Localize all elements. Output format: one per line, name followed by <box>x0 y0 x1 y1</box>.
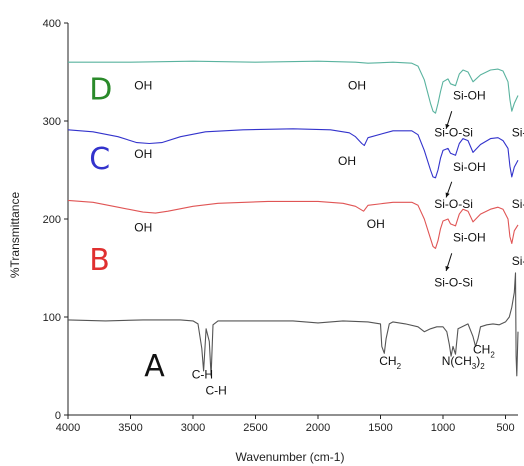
peak-annotation: Si-OH <box>453 88 486 102</box>
x-axis-title: Wavenumber (cm-1) <box>236 450 345 464</box>
series-line-a <box>67 272 519 377</box>
peak-annotation: OH <box>367 217 385 231</box>
x-tick-label: 2000 <box>306 422 330 434</box>
series-label-a: A <box>144 349 165 384</box>
x-tick-label: 2500 <box>243 422 267 434</box>
peak-annotation: Si-OH <box>453 160 486 174</box>
peak-annotation: CH2 <box>379 354 401 371</box>
peak-annotation: Si-O <box>512 254 524 268</box>
x-tick-label: 4000 <box>56 422 80 434</box>
peak-annotation: OH <box>134 147 152 161</box>
y-tick-label: 400 <box>43 18 61 30</box>
y-tick-label: 100 <box>43 312 61 324</box>
x-tick-label: 3000 <box>181 422 205 434</box>
series-line-b <box>67 199 519 249</box>
series-layer <box>67 60 519 377</box>
series-label-d: D <box>89 72 112 107</box>
x-tick-label: 500 <box>496 422 514 434</box>
annotations-layer: DC B A OH OH Si-OH Si-O-Si Si-O OH OH Si-OH Si-O-Si… <box>89 72 524 397</box>
annotation-arrowhead <box>445 123 450 129</box>
peak-annotation: OH <box>134 221 152 235</box>
annotation-arrowhead <box>445 265 450 271</box>
peak-annotation: C-H <box>206 383 227 397</box>
peak-annotation: Si-O-Si <box>434 197 473 211</box>
peak-annotation: Si-O-Si <box>434 276 473 290</box>
peak-annotation: Si-O-Si <box>434 126 473 140</box>
y-tick-label: 200 <box>43 214 61 226</box>
peak-annotation: C-H <box>192 368 213 382</box>
y-axis-title: %Transmittance <box>8 192 22 279</box>
peak-annotation: Si-OH <box>453 231 486 245</box>
y-tick-label: 0 <box>55 410 61 422</box>
axes: 4000 3500 3000 2500 2000 1500 1000 500 0 100 200 30… <box>43 18 518 434</box>
series-line-c <box>67 128 519 179</box>
x-tick-label: 3500 <box>118 422 142 434</box>
peak-annotation: OH <box>348 79 366 93</box>
x-tick-label: 1000 <box>431 422 455 434</box>
series-label-b: B <box>89 243 110 278</box>
peak-annotation: OH <box>338 154 356 168</box>
annotation-arrowhead <box>445 192 450 198</box>
y-tick-label: 300 <box>43 116 61 128</box>
series-label-c: C <box>89 142 110 177</box>
x-tick-label: 1500 <box>368 422 392 434</box>
peak-annotation: OH <box>134 79 152 93</box>
peak-annotation: N(CH3)2 <box>442 354 485 371</box>
peak-annotation: Si-O <box>512 126 524 140</box>
series-line-d <box>68 60 519 114</box>
peak-annotation: CH2 <box>473 342 495 359</box>
peak-annotation: Si-O <box>512 197 524 211</box>
